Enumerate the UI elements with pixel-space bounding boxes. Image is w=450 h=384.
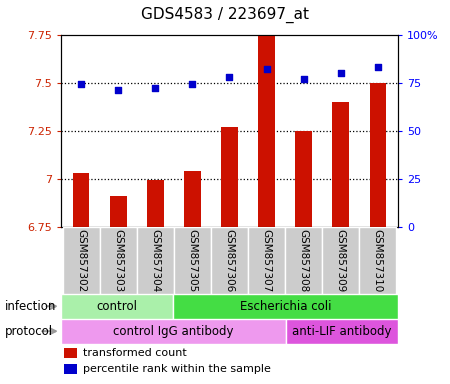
Text: GDS4583 / 223697_at: GDS4583 / 223697_at bbox=[141, 7, 309, 23]
Bar bbox=[258, 17, 275, 227]
Text: GSM857302: GSM857302 bbox=[76, 228, 86, 292]
Text: control IgG antibody: control IgG antibody bbox=[113, 325, 234, 338]
Text: anti-LIF antibody: anti-LIF antibody bbox=[292, 325, 392, 338]
Bar bbox=[64, 348, 77, 358]
Text: control: control bbox=[96, 300, 138, 313]
Bar bbox=[184, 171, 201, 227]
Bar bbox=[369, 83, 386, 227]
Bar bbox=[147, 180, 164, 227]
Point bbox=[374, 64, 382, 70]
Bar bbox=[295, 131, 312, 227]
Bar bbox=[64, 364, 77, 374]
Point bbox=[300, 76, 307, 82]
Bar bbox=[248, 227, 285, 294]
Text: Escherichia coli: Escherichia coli bbox=[240, 300, 332, 313]
Bar bbox=[174, 227, 211, 294]
Bar bbox=[110, 196, 126, 227]
Bar bbox=[286, 319, 398, 344]
Point bbox=[189, 81, 196, 88]
Bar bbox=[221, 127, 238, 227]
Text: protocol: protocol bbox=[5, 325, 53, 338]
Point bbox=[226, 74, 233, 80]
Text: GSM857305: GSM857305 bbox=[187, 228, 198, 292]
Text: transformed count: transformed count bbox=[83, 348, 186, 358]
Bar bbox=[333, 102, 349, 227]
Bar bbox=[322, 227, 359, 294]
Bar bbox=[211, 227, 248, 294]
Bar bbox=[100, 227, 137, 294]
Text: GSM857303: GSM857303 bbox=[113, 228, 123, 292]
Text: GSM857310: GSM857310 bbox=[373, 228, 383, 292]
Text: infection: infection bbox=[5, 300, 56, 313]
Text: GSM857304: GSM857304 bbox=[150, 228, 160, 292]
Bar bbox=[63, 227, 100, 294]
Point bbox=[77, 81, 85, 88]
Point bbox=[152, 85, 159, 91]
Bar bbox=[61, 319, 286, 344]
Text: GSM857306: GSM857306 bbox=[225, 228, 234, 292]
Bar bbox=[285, 227, 322, 294]
Text: GSM857308: GSM857308 bbox=[299, 228, 309, 292]
Bar bbox=[73, 173, 90, 227]
Text: percentile rank within the sample: percentile rank within the sample bbox=[83, 364, 270, 374]
Text: GSM857309: GSM857309 bbox=[336, 228, 346, 292]
Bar bbox=[61, 294, 173, 319]
Point bbox=[337, 70, 344, 76]
Bar bbox=[173, 294, 398, 319]
Point bbox=[115, 87, 122, 93]
Point bbox=[263, 66, 270, 72]
Bar bbox=[137, 227, 174, 294]
Text: GSM857307: GSM857307 bbox=[261, 228, 272, 292]
Bar bbox=[359, 227, 396, 294]
